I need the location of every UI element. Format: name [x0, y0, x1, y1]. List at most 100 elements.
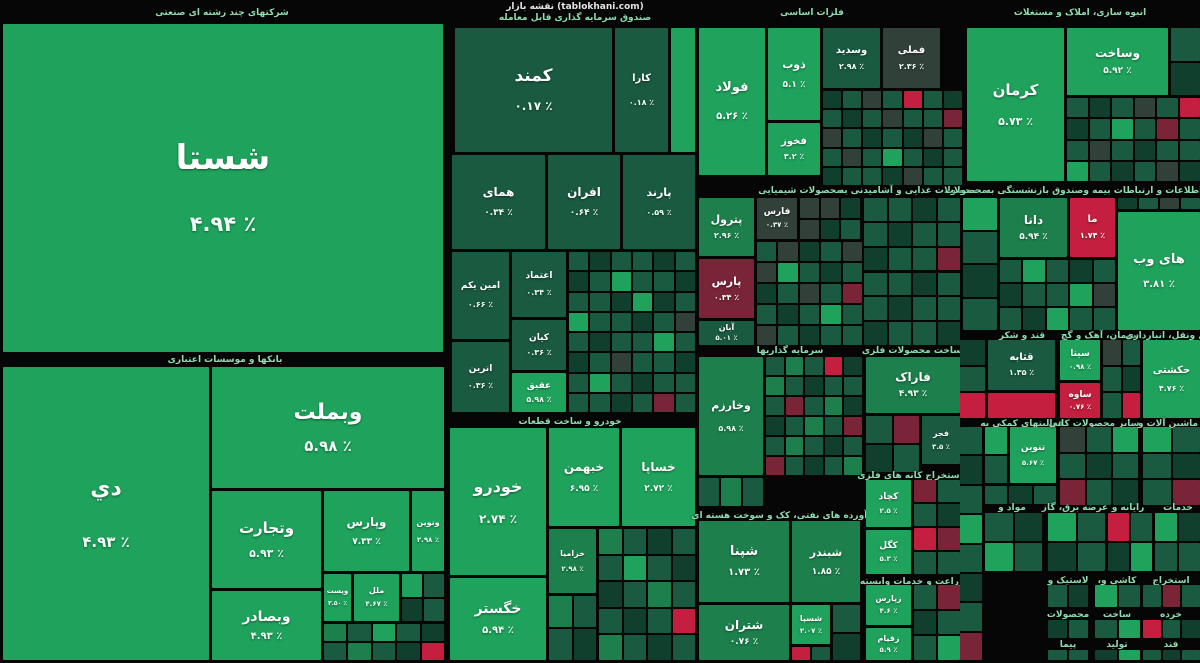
mosaic-tile[interactable]: [654, 312, 674, 331]
mosaic-tile[interactable]: [844, 417, 862, 435]
mosaic-tile[interactable]: [864, 198, 887, 221]
mosaic-tile[interactable]: [937, 322, 960, 345]
mosaic-tile[interactable]: [937, 297, 960, 321]
mosaic-tile[interactable]: [960, 366, 985, 392]
mosaic-tile[interactable]: [1179, 98, 1200, 118]
mosaic-tile[interactable]: [573, 596, 596, 627]
mosaic-tile[interactable]: [1182, 585, 1200, 607]
mosaic-tile[interactable]: [923, 129, 942, 147]
mosaic-tile[interactable]: [1048, 513, 1076, 541]
mosaic-tile[interactable]: [675, 272, 695, 291]
mosaic-tile[interactable]: [963, 298, 997, 330]
mosaic-tile[interactable]: [1143, 453, 1171, 479]
stock-tile[interactable]: وبصادر ۴.۹۳ ٪: [212, 591, 321, 660]
mosaic-tile[interactable]: [842, 326, 862, 345]
mosaic-tile[interactable]: [883, 129, 902, 147]
mosaic-tile[interactable]: [654, 252, 674, 271]
mosaic-tile[interactable]: [913, 247, 936, 271]
mosaic-tile[interactable]: [863, 110, 882, 128]
stock-tile[interactable]: ونوین ۲.۹۸ ٪: [412, 491, 444, 571]
mosaic-tile[interactable]: [823, 167, 842, 185]
mosaic-tile[interactable]: [821, 326, 841, 345]
mosaic-tile[interactable]: [863, 91, 882, 109]
mosaic-tile[interactable]: [633, 393, 653, 412]
mosaic-tile[interactable]: [654, 333, 674, 352]
stock-tile[interactable]: همای ۰.۳۴ ٪: [452, 155, 545, 249]
mosaic-tile[interactable]: [623, 555, 646, 581]
mosaic-tile[interactable]: [1112, 140, 1133, 160]
mosaic-tile[interactable]: [937, 247, 960, 271]
mosaic-tile[interactable]: [1070, 284, 1092, 306]
stock-tile[interactable]: زقیام ۵.۹ ٪: [866, 628, 911, 660]
mosaic-tile[interactable]: [1122, 393, 1140, 418]
mosaic-tile[interactable]: [937, 222, 960, 246]
mosaic-tile[interactable]: [914, 504, 936, 526]
mosaic-tile[interactable]: [903, 167, 922, 185]
mosaic-tile[interactable]: [943, 129, 962, 147]
mosaic-tile[interactable]: [893, 445, 919, 472]
mosaic-tile[interactable]: [590, 312, 610, 331]
mosaic-tile[interactable]: [1157, 161, 1178, 181]
mosaic-tile[interactable]: [1172, 427, 1200, 452]
mosaic-tile[interactable]: [573, 629, 596, 660]
mosaic-tile[interactable]: [654, 373, 674, 392]
mosaic-tile[interactable]: [1179, 119, 1200, 139]
mosaic-tile[interactable]: [1113, 427, 1138, 452]
mosaic-tile[interactable]: [985, 456, 1007, 483]
mosaic-tile[interactable]: [1108, 513, 1129, 541]
stock-tile[interactable]: وبملت ۵.۹۸ ٪: [212, 367, 444, 488]
mosaic-tile[interactable]: [1134, 161, 1155, 181]
mosaic-tile[interactable]: [402, 598, 422, 621]
mosaic-tile[interactable]: [611, 252, 631, 271]
stock-tile[interactable]: ما ۱.۷۴ ٪: [1070, 198, 1115, 257]
stock-tile[interactable]: فملی ۲.۳۶ ٪: [883, 28, 940, 88]
mosaic-tile[interactable]: [611, 373, 631, 392]
mosaic-tile[interactable]: [903, 129, 922, 147]
mosaic-tile[interactable]: [1171, 62, 1200, 95]
mosaic-tile[interactable]: [1048, 585, 1067, 607]
mosaic-tile[interactable]: [1157, 140, 1178, 160]
mosaic-tile[interactable]: [778, 242, 798, 261]
mosaic-tile[interactable]: [841, 219, 860, 239]
stock-tile[interactable]: فجر ۳.۵ ٪: [922, 416, 960, 464]
mosaic-tile[interactable]: [1182, 620, 1200, 638]
mosaic-tile[interactable]: [1093, 260, 1115, 282]
mosaic-tile[interactable]: [805, 417, 823, 435]
mosaic-tile[interactable]: [569, 312, 589, 331]
mosaic-tile[interactable]: [599, 555, 622, 581]
mosaic-tile[interactable]: [1143, 427, 1171, 452]
mosaic-tile[interactable]: [923, 91, 942, 109]
mosaic-tile[interactable]: [623, 529, 646, 554]
mosaic-tile[interactable]: [1060, 427, 1085, 452]
mosaic-tile[interactable]: [1077, 543, 1105, 571]
mosaic-tile[interactable]: [799, 242, 820, 261]
mosaic-tile[interactable]: [402, 574, 422, 597]
stock-tile[interactable]: شتران ۰.۷۶ ٪: [699, 605, 789, 660]
mosaic-tile[interactable]: [799, 284, 820, 303]
mosaic-tile[interactable]: [821, 263, 841, 282]
stock-tile[interactable]: پترول ۲.۹۶ ٪: [699, 198, 754, 256]
mosaic-tile[interactable]: [569, 272, 589, 291]
mosaic-tile[interactable]: [943, 167, 962, 185]
stock-tile[interactable]: دي ۴.۹۳ ٪: [3, 367, 209, 660]
mosaic-tile[interactable]: [938, 610, 960, 635]
mosaic-tile[interactable]: [1067, 161, 1088, 181]
mosaic-tile[interactable]: [1048, 543, 1076, 571]
mosaic-tile[interactable]: [1122, 366, 1140, 392]
mosaic-tile[interactable]: [1172, 480, 1200, 505]
mosaic-tile[interactable]: [757, 242, 777, 261]
mosaic-tile[interactable]: [1089, 98, 1110, 118]
mosaic-tile[interactable]: [821, 242, 841, 261]
mosaic-tile[interactable]: [1069, 620, 1088, 638]
mosaic-tile[interactable]: [1069, 650, 1088, 660]
mosaic-tile[interactable]: [1023, 308, 1045, 330]
mosaic-tile[interactable]: [1112, 119, 1133, 139]
mosaic-tile[interactable]: [1157, 98, 1178, 118]
stock-tile[interactable]: شپنا ۱.۷۳ ٪: [699, 521, 789, 602]
mosaic-tile[interactable]: [1143, 585, 1161, 607]
mosaic-tile[interactable]: [799, 263, 820, 282]
mosaic-tile[interactable]: [599, 608, 622, 634]
mosaic-tile[interactable]: [960, 544, 982, 572]
mosaic-tile[interactable]: [1093, 284, 1115, 306]
stock-tile[interactable]: تنوین ۵.۶۷ ٪: [1010, 427, 1056, 483]
